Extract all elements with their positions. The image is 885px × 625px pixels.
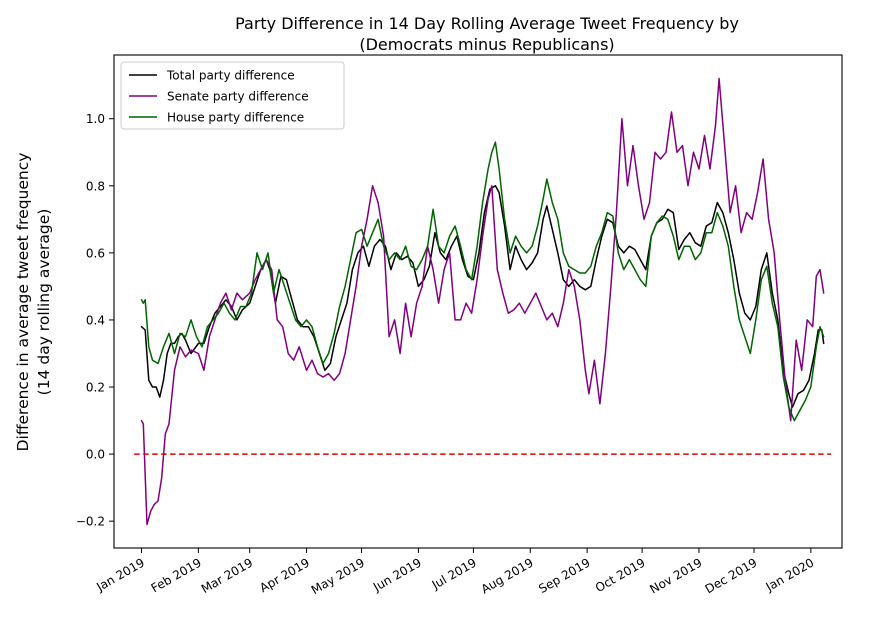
plot-area (134, 77, 831, 526)
chart-title-line-1: Party Difference in 14 Day Rolling Avera… (235, 14, 739, 33)
y-tick-label: −0.2 (76, 515, 105, 529)
legend-entry-label: Senate party difference (167, 90, 309, 104)
plot-frame (113, 54, 843, 549)
y-tick-label: 0.2 (86, 381, 105, 395)
y-axis-label-line-2: (14 day rolling average) (35, 209, 53, 396)
legend-entry-label: House party difference (167, 111, 304, 125)
y-tick-label: 0.0 (86, 448, 105, 462)
legend: Total party difference Senate party diffe… (120, 61, 345, 130)
legend-box (120, 61, 345, 130)
y-axis-label-line-1: Difference in average tweet frequency (14, 153, 32, 452)
legend-entry-label: Total party difference (166, 69, 295, 83)
y-tick-label: 0.8 (86, 179, 105, 193)
y-tick-label: 1.0 (86, 112, 105, 126)
series-line-senate-party-difference (140, 77, 825, 526)
chart-title-line-2: (Democrats minus Republicans) (359, 35, 614, 54)
y-tick-label: 0.4 (86, 313, 105, 327)
series-line-total-party-difference (140, 185, 825, 408)
series-line-house-party-difference (140, 141, 825, 422)
y-tick-label: 0.6 (86, 246, 105, 260)
